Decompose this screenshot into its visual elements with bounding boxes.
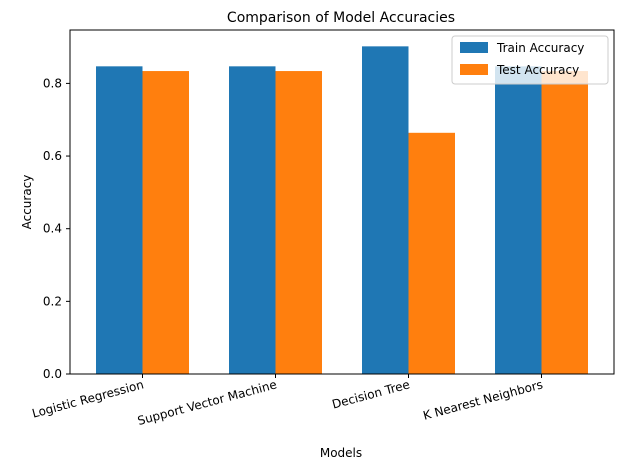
- bar-test-3: [541, 71, 588, 375]
- legend-frame: [451, 35, 609, 85]
- bar-train-3: [495, 66, 542, 374]
- chart-title: Comparison of Model Accuracies: [227, 10, 455, 26]
- y-tick-label: 0.8: [43, 76, 62, 90]
- y-tick-label: 0.4: [43, 222, 62, 236]
- y-tick-label: 0.6: [43, 149, 62, 163]
- y-axis-label: Accuracy: [20, 175, 34, 230]
- y-tick-label: 0.2: [43, 294, 62, 308]
- legend: Train Accuracy Test Accuracy: [451, 35, 609, 85]
- bar-test-0: [142, 71, 189, 375]
- bar-test-1: [275, 71, 322, 375]
- x-tick-label: K Nearest Neighbors: [422, 377, 545, 422]
- bars-group: [96, 46, 588, 375]
- plot-frame: [69, 29, 615, 375]
- x-axis-label: Models: [320, 446, 362, 460]
- legend-label-train: Train Accuracy: [496, 41, 584, 55]
- x-tick-label: Decision Tree: [330, 377, 411, 411]
- legend-swatch-train: [460, 42, 488, 53]
- y-axis: 0.0 0.2 0.4 0.6 0.8: [43, 76, 70, 381]
- bar-train-1: [229, 66, 276, 374]
- bar-test-2: [408, 132, 455, 374]
- bar-train-0: [96, 66, 143, 374]
- bar-train-2: [362, 46, 409, 374]
- x-tick-label: Support Vector Machine: [136, 377, 278, 428]
- legend-label-test: Test Accuracy: [496, 63, 579, 77]
- y-tick-label: 0.0: [43, 367, 62, 381]
- legend-swatch-test: [460, 64, 488, 75]
- x-tick-label: Logistic Regression: [30, 377, 145, 420]
